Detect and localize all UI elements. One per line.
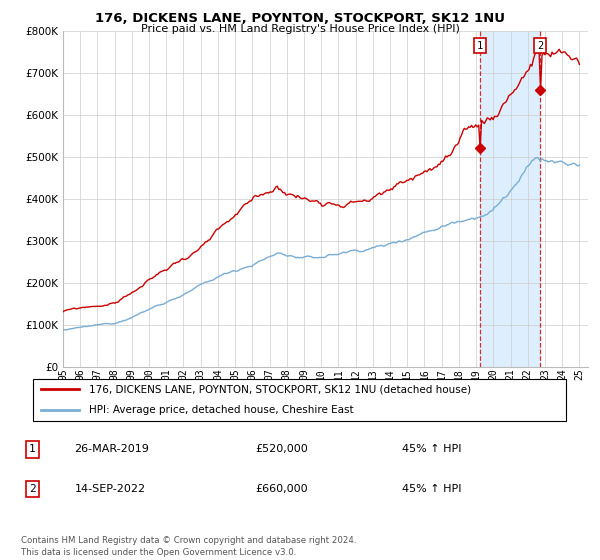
Text: 2: 2 xyxy=(29,484,35,494)
Text: 2: 2 xyxy=(537,41,543,51)
Text: £660,000: £660,000 xyxy=(255,484,308,494)
Text: HPI: Average price, detached house, Cheshire East: HPI: Average price, detached house, Ches… xyxy=(89,405,354,416)
Text: Price paid vs. HM Land Registry's House Price Index (HPI): Price paid vs. HM Land Registry's House … xyxy=(140,24,460,34)
Text: 45% ↑ HPI: 45% ↑ HPI xyxy=(401,484,461,494)
Text: £520,000: £520,000 xyxy=(255,445,308,454)
FancyBboxPatch shape xyxy=(33,379,566,421)
Text: 1: 1 xyxy=(477,41,483,51)
Text: 26-MAR-2019: 26-MAR-2019 xyxy=(74,445,149,454)
Bar xyxy=(480,31,540,367)
Text: 176, DICKENS LANE, POYNTON, STOCKPORT, SK12 1NU (detached house): 176, DICKENS LANE, POYNTON, STOCKPORT, S… xyxy=(89,384,472,394)
Text: Contains HM Land Registry data © Crown copyright and database right 2024.
This d: Contains HM Land Registry data © Crown c… xyxy=(21,536,356,557)
Text: 1: 1 xyxy=(29,445,35,454)
Text: 45% ↑ HPI: 45% ↑ HPI xyxy=(401,445,461,454)
Text: 14-SEP-2022: 14-SEP-2022 xyxy=(74,484,146,494)
Text: 176, DICKENS LANE, POYNTON, STOCKPORT, SK12 1NU: 176, DICKENS LANE, POYNTON, STOCKPORT, S… xyxy=(95,12,505,25)
